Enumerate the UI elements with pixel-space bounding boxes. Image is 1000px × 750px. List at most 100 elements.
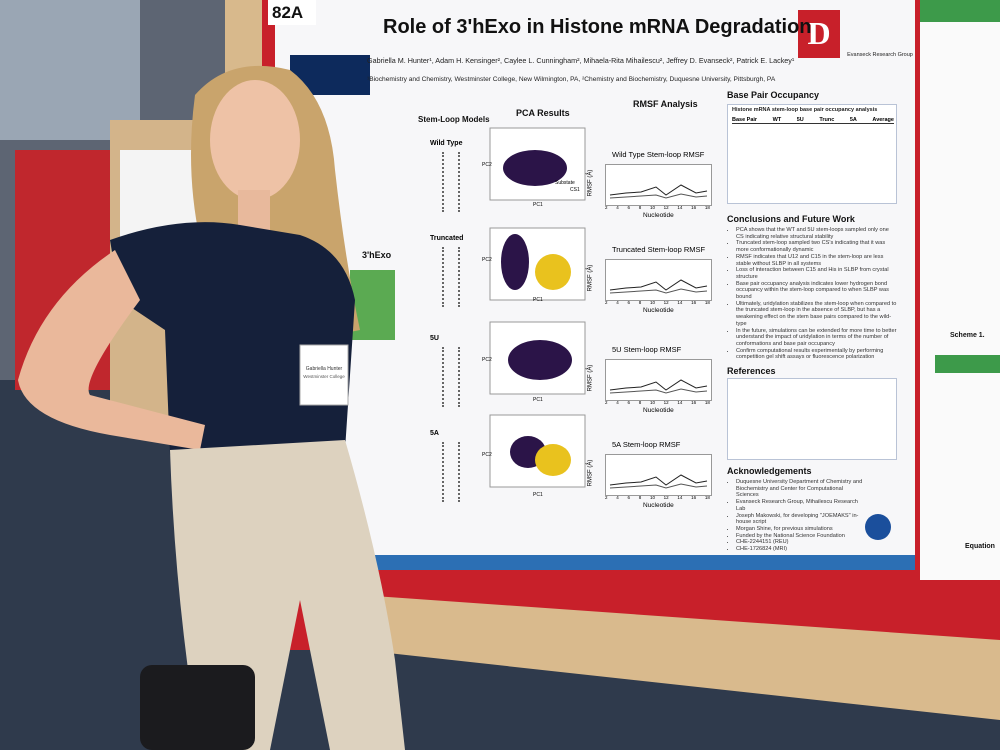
rmsf-curve <box>609 279 708 291</box>
nsf-logo <box>865 514 891 540</box>
rmsf-plot <box>605 259 712 301</box>
pca-axis-label: PC1 <box>533 297 543 303</box>
heading: Conclusions and Future Work <box>727 214 855 224</box>
x-tick-label: 10 <box>649 495 655 500</box>
acknowledgements: Duquesne University Department of Chemis… <box>727 479 867 553</box>
rmsf-plot <box>605 164 712 206</box>
x-tick-label: 16 <box>691 300 697 305</box>
table-header: Base Pair WT 5U Trunc 5A Average <box>732 117 894 124</box>
acknowledgement-item: Morgan Shine, for previous simulations <box>736 526 867 533</box>
scheme-caption: Scheme 1. <box>950 332 985 339</box>
heading: PCA Results <box>516 108 570 118</box>
poster-title: Role of 3'hExo in Histone mRNA Degradati… <box>383 16 812 38</box>
conclusion-item: RMSF indicates that U12 and C15 in the s… <box>736 254 897 267</box>
table-header-cell: Trunc <box>819 117 835 123</box>
rmsf-lines <box>609 184 708 199</box>
name-badge <box>299 344 349 406</box>
occupancy-table: Histone mRNA stem-loop base pair occupan… <box>727 104 897 204</box>
stem-loop-drawing <box>442 442 460 502</box>
x-tick-label: 2 <box>605 300 608 305</box>
bag <box>140 665 255 750</box>
x-tick-label: 16 <box>691 495 697 500</box>
rmsf-curve <box>609 483 708 489</box>
x-tick-label: 10 <box>649 205 655 210</box>
acknowledgement-item: CHE-2244151 (REU) <box>736 539 867 546</box>
x-tick-label: 4 <box>616 205 619 210</box>
acknowledgement-item: Evanseck Research Group, Mihailescu Rese… <box>736 499 867 512</box>
table-header-cell: Base Pair <box>732 117 758 123</box>
pca-cluster <box>535 444 571 476</box>
x-tick-label: 2 <box>605 400 608 405</box>
x-tick-label: 4 <box>616 400 619 405</box>
table-header-cell: 5U <box>796 117 804 123</box>
pca-panels <box>489 127 586 488</box>
acknowledgement-item: CHE-1726824 (MRI) <box>736 546 867 553</box>
x-tick-label: 10 <box>649 400 655 405</box>
poster-footer <box>275 555 915 570</box>
table-header-cell: WT <box>772 117 782 123</box>
stem-loop-drawing <box>442 247 460 307</box>
rmsf-x-label: Nucleotide <box>643 307 674 314</box>
heading: Stem-Loop Models <box>418 115 490 124</box>
poster-affiliations: ¹Biochemistry and Chemistry, Westminster… <box>367 76 776 83</box>
rmsf-x-ticks: 2 4 6 8 10 12 14 16 18 <box>605 495 710 500</box>
model-label: 5U <box>430 335 439 342</box>
rmsf-curve <box>609 184 708 196</box>
references-box <box>727 378 897 460</box>
pca-axis-label: PC1 <box>533 492 543 498</box>
conclusions: PCA shows that the WT and 5U stem-loops … <box>727 227 897 361</box>
rmsf-lines <box>609 379 708 394</box>
pca-axis-label: PC1 <box>533 397 543 403</box>
x-tick-label: 2 <box>605 205 608 210</box>
rmsf-curve <box>609 474 708 486</box>
acknowledgement-item: Funded by the National Science Foundatio… <box>736 533 867 540</box>
x-tick-label: 16 <box>691 400 697 405</box>
neighbor-bar <box>935 355 1000 373</box>
group-logo: Evanseck Research Group <box>847 52 913 58</box>
pca-note: CS1 <box>570 187 580 193</box>
heading: Base Pair Occupancy <box>727 90 820 100</box>
x-tick-label: 14 <box>677 205 683 210</box>
x-tick-label: 6 <box>627 205 630 210</box>
acknowledgement-item: Joseph Makowski, for developing "JOEMAKS… <box>736 513 867 526</box>
model-label: 5A <box>430 430 439 437</box>
rmsf-x-ticks: 2 4 6 8 10 12 14 16 18 <box>605 205 710 210</box>
rmsf-curve <box>609 379 708 391</box>
pca-note: Substate <box>555 180 575 186</box>
booth-card <box>268 0 316 25</box>
rmsf-curve <box>609 388 708 394</box>
rmsf-x-label: Nucleotide <box>643 407 674 414</box>
rmsf-curve <box>609 193 708 199</box>
rmsf-lines <box>609 279 708 294</box>
pca-axis-label: PC2 <box>482 162 492 168</box>
neck <box>238 190 270 230</box>
rmsf-x-ticks: 2 4 6 8 10 12 14 16 18 <box>605 400 710 405</box>
conclusion-item: PCA shows that the WT and 5U stem-loops … <box>736 227 897 240</box>
pca-cluster <box>535 254 571 290</box>
neighbor-poster <box>920 0 1000 580</box>
x-tick-label: 8 <box>638 205 642 210</box>
x-tick-label: 18 <box>704 205 710 210</box>
x-tick-label: 6 <box>627 495 630 500</box>
heading: References <box>727 366 776 376</box>
x-tick-label: 14 <box>677 300 683 305</box>
neighbor-banner <box>920 0 1000 22</box>
rmsf-title: Truncated Stem-loop RMSF <box>612 245 706 254</box>
x-tick-label: 12 <box>663 300 669 305</box>
arm <box>18 250 205 450</box>
rmsf-plot <box>605 454 712 496</box>
booth-number: 82A <box>272 3 304 22</box>
x-tick-label: 14 <box>677 495 683 500</box>
rmsf-title: 5U Stem-loop RMSF <box>612 345 682 354</box>
x-tick-label: 16 <box>691 205 697 210</box>
heading: RMSF Analysis <box>633 99 698 109</box>
model-label: Truncated <box>430 235 464 242</box>
top <box>110 222 355 455</box>
table-title: Histone mRNA stem-loop base pair occupan… <box>732 107 878 113</box>
x-tick-label: 8 <box>638 495 642 500</box>
conclusion-list: PCA shows that the WT and 5U stem-loops … <box>727 227 897 361</box>
conclusion-item: Loss of interaction between C15 and His … <box>736 267 897 280</box>
poster-authors: Gabriella M. Hunter¹, Adam H. Kensinger²… <box>367 56 795 65</box>
